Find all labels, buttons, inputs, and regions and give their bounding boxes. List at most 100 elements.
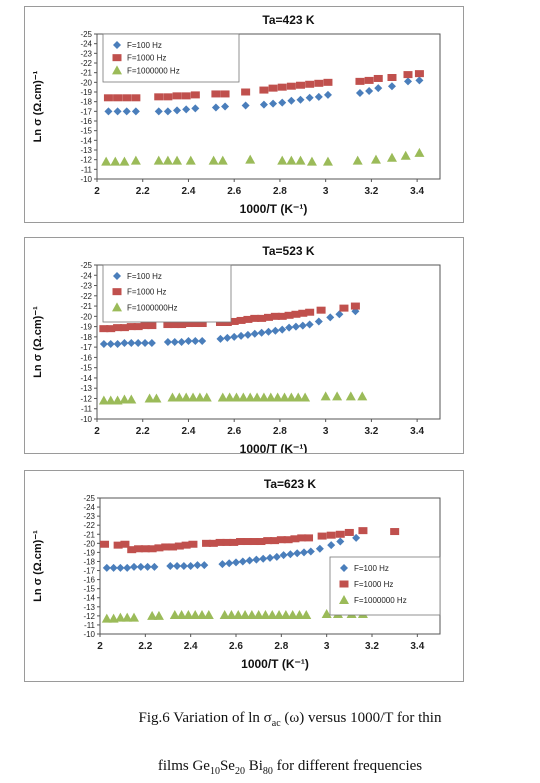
data-point <box>181 541 191 549</box>
x-tick-label: 2.4 <box>182 426 196 437</box>
data-point <box>280 609 291 619</box>
y-tick-label: -10 <box>83 630 95 639</box>
data-point <box>257 328 266 337</box>
data-point <box>130 155 141 165</box>
caption-sub-ac: ac <box>271 718 281 729</box>
data-point <box>326 313 335 322</box>
data-point <box>134 339 143 348</box>
data-point <box>174 542 184 550</box>
legend-label: F=100 Hz <box>127 272 162 281</box>
data-point <box>322 156 333 166</box>
y-tick-label: -17 <box>80 343 92 352</box>
y-tick-label: -12 <box>80 394 92 403</box>
data-point <box>386 152 397 162</box>
data-point <box>250 329 259 338</box>
data-point <box>336 537 345 546</box>
data-point <box>98 395 109 405</box>
y-tick-label: -10 <box>80 175 92 184</box>
data-point <box>176 609 187 619</box>
data-point <box>298 309 308 317</box>
y-tick-label: -25 <box>80 261 92 270</box>
data-point <box>252 555 261 564</box>
data-point <box>186 562 195 570</box>
series-1 <box>103 70 424 102</box>
data-point <box>317 532 327 540</box>
data-point <box>181 392 192 402</box>
data-point <box>286 550 295 559</box>
x-tick-label: 3.2 <box>365 641 379 652</box>
data-point <box>305 308 315 316</box>
data-point <box>277 83 287 91</box>
series-1 <box>99 302 360 333</box>
y-tick-label: -15 <box>80 127 92 136</box>
x-tick-label: 2 <box>94 426 100 437</box>
chart-ta523: Ta=523 K -25-24 -23-22-21-20 -19-18-17-16 -1… <box>32 244 441 453</box>
data-point <box>272 392 283 402</box>
data-point <box>99 340 108 349</box>
data-point <box>161 543 171 551</box>
data-point <box>123 563 132 572</box>
data-point <box>170 321 180 329</box>
legend-marker <box>113 41 121 49</box>
data-point <box>305 93 314 102</box>
data-point <box>304 534 314 542</box>
data-point <box>295 155 306 165</box>
y-tick-label: -20 <box>80 312 92 321</box>
data-point <box>305 320 314 329</box>
x-tick-label: 3.2 <box>364 186 378 197</box>
series-0 <box>102 533 361 572</box>
chart-panel-ta623: Ta=623 K -25 -24 -23 -22 -21 -20 -19 -18 -17 -16 -1… <box>24 470 464 682</box>
data-point <box>305 80 315 88</box>
data-point <box>296 81 306 89</box>
data-point <box>222 318 232 326</box>
data-point <box>154 93 164 101</box>
data-point <box>131 94 141 102</box>
data-point <box>271 326 280 335</box>
data-point <box>109 563 118 572</box>
data-point <box>259 86 269 94</box>
y-tick-label: -11 <box>81 405 93 414</box>
data-point <box>345 391 356 401</box>
legend-marker <box>112 54 122 62</box>
data-point <box>265 392 276 402</box>
data-point <box>250 314 260 322</box>
data-point <box>197 609 207 619</box>
data-point <box>298 321 307 330</box>
data-point <box>140 322 150 330</box>
x-tick-label: 2.8 <box>273 186 287 197</box>
data-point <box>193 561 202 570</box>
data-point <box>335 530 345 538</box>
data-point <box>154 107 163 116</box>
data-point <box>170 338 179 346</box>
x-tick-label: 2.2 <box>136 426 150 437</box>
data-point <box>221 102 230 111</box>
data-point <box>167 392 178 402</box>
data-point <box>245 556 254 565</box>
data-point <box>229 538 239 546</box>
y-tick-label: -20 <box>80 78 92 87</box>
data-point <box>172 92 182 100</box>
data-point <box>215 538 225 546</box>
x-tick-label: 3.4 <box>410 186 424 197</box>
data-point <box>216 334 225 343</box>
data-point <box>102 563 111 572</box>
data-point <box>153 155 164 165</box>
data-point <box>370 154 381 164</box>
x-tick-label: 3.2 <box>364 426 378 437</box>
data-point <box>188 540 198 548</box>
data-point <box>274 609 285 619</box>
data-point <box>238 557 247 566</box>
data-point <box>106 340 115 349</box>
data-point <box>99 325 109 333</box>
legend-box <box>102 33 240 83</box>
data-point <box>144 393 155 403</box>
data-point <box>414 70 424 78</box>
data-point <box>300 392 311 402</box>
data-point <box>174 392 185 402</box>
data-point <box>352 533 361 542</box>
y-tick-label: -21 <box>80 69 92 78</box>
data-point <box>185 155 196 165</box>
x-tick-label: 2.6 <box>229 641 243 652</box>
data-point <box>253 609 264 619</box>
x-tick-label: 2.4 <box>182 186 196 197</box>
